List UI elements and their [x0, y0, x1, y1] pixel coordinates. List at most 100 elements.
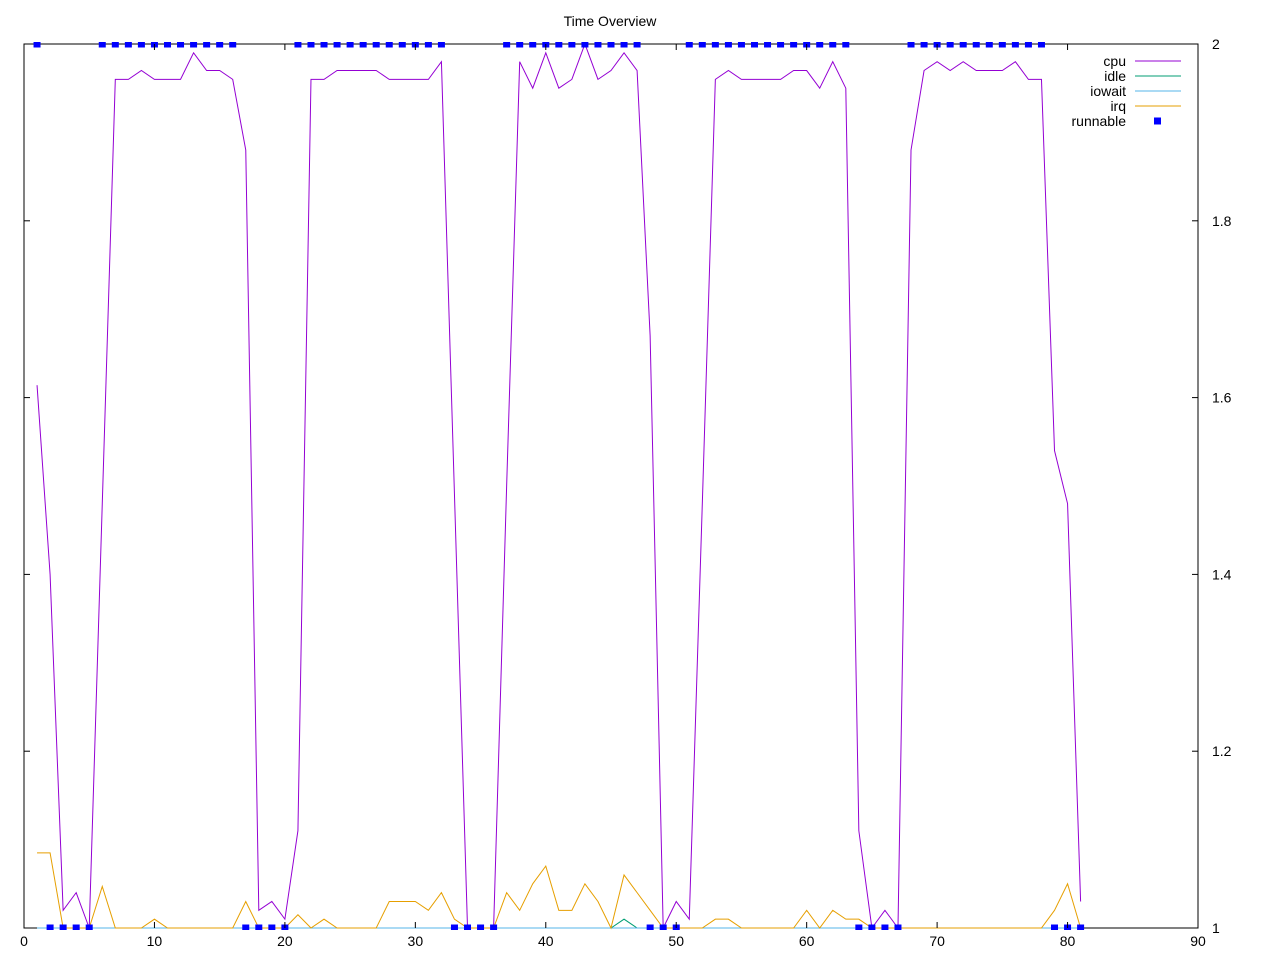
point: [46, 924, 54, 930]
series-line: [37, 918, 1081, 929]
point: [659, 924, 667, 930]
point: [294, 42, 302, 48]
point: [163, 42, 171, 48]
point: [477, 924, 485, 930]
point: [372, 42, 380, 48]
point: [385, 42, 393, 48]
point: [98, 42, 106, 48]
x-tick-label: 0: [20, 933, 28, 949]
point: [320, 42, 328, 48]
point: [881, 924, 889, 930]
chart-title: Time Overview: [564, 13, 658, 29]
y-tick-label: 2: [1212, 36, 1220, 52]
point: [346, 42, 354, 48]
point: [790, 42, 798, 48]
x-tick-label: 90: [1190, 933, 1206, 949]
point: [177, 42, 185, 48]
point: [1051, 924, 1059, 930]
point: [1037, 42, 1045, 48]
point: [437, 42, 445, 48]
point: [829, 42, 837, 48]
x-tick-label: 70: [929, 933, 945, 949]
point: [946, 42, 954, 48]
legend-label: iowait: [1090, 83, 1126, 99]
point: [424, 42, 432, 48]
point: [594, 42, 602, 48]
point: [711, 42, 719, 48]
point: [816, 42, 824, 48]
x-tick-label: 40: [538, 933, 554, 949]
legend-label: runnable: [1072, 113, 1127, 129]
x-tick-label: 30: [408, 933, 424, 949]
series-line: [36, 42, 1082, 930]
point: [33, 42, 41, 48]
point: [268, 924, 276, 930]
point: [464, 924, 472, 930]
point: [842, 42, 850, 48]
x-tick-label: 10: [147, 933, 163, 949]
point: [633, 42, 641, 48]
point: [516, 42, 524, 48]
point: [737, 42, 745, 48]
x-tick-label: 80: [1060, 933, 1076, 949]
point: [724, 42, 732, 48]
point: [777, 42, 785, 48]
point: [894, 924, 902, 930]
point: [242, 924, 250, 930]
point: [111, 42, 119, 48]
point: [124, 42, 132, 48]
point: [359, 42, 367, 48]
point: [972, 42, 980, 48]
point: [398, 42, 406, 48]
point: [907, 42, 915, 48]
point: [529, 42, 537, 48]
point: [698, 42, 706, 48]
legend-label: irq: [1110, 98, 1126, 114]
point: [555, 42, 563, 48]
point: [307, 42, 315, 48]
x-tick-label: 20: [277, 933, 293, 949]
point: [985, 42, 993, 48]
point: [607, 42, 615, 48]
y-tick-label: 1: [1212, 920, 1220, 936]
plot-area: [33, 42, 1085, 930]
point: [72, 924, 80, 930]
point: [229, 42, 237, 48]
point: [1011, 42, 1019, 48]
point: [503, 42, 511, 48]
point: [581, 42, 589, 48]
point: [855, 924, 863, 930]
point: [1077, 924, 1085, 930]
point: [216, 42, 224, 48]
point: [59, 924, 67, 930]
point: [137, 42, 145, 48]
y-tick-label: 1.4: [1212, 566, 1232, 582]
x-tick-label: 60: [799, 933, 815, 949]
point: [450, 924, 458, 930]
plot-frame: [23, 43, 1199, 929]
x-tick-label: 50: [668, 933, 684, 949]
point: [1024, 42, 1032, 48]
point: [190, 42, 198, 48]
point: [620, 42, 628, 48]
point: [868, 924, 876, 930]
point: [750, 42, 758, 48]
legend-label: idle: [1104, 68, 1126, 84]
point: [568, 42, 576, 48]
point: [998, 42, 1006, 48]
point: [920, 42, 928, 48]
y-tick-label: 1.6: [1212, 390, 1232, 406]
point: [203, 42, 211, 48]
point: [959, 42, 967, 48]
legend-label: cpu: [1103, 53, 1126, 69]
series-line: [37, 852, 1082, 930]
point: [646, 924, 654, 930]
point: [685, 42, 693, 48]
point: [490, 924, 498, 930]
point: [255, 924, 263, 930]
legend-swatch: [1154, 117, 1161, 125]
point: [333, 42, 341, 48]
y-tick-label: 1.8: [1212, 213, 1232, 229]
point: [764, 42, 772, 48]
